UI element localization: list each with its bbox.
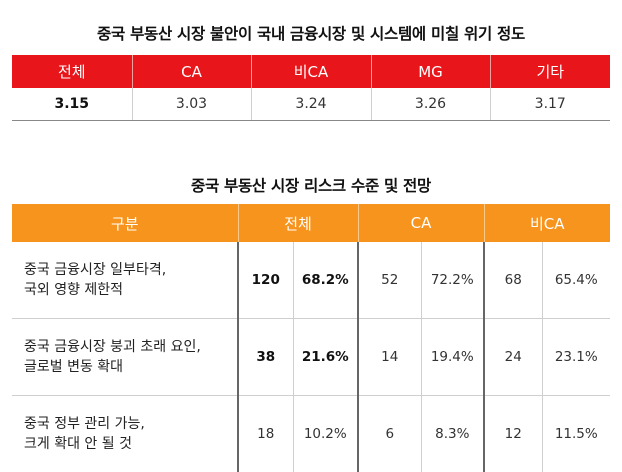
total-count: 38 (238, 319, 293, 396)
ca-percent: 19.4% (421, 319, 484, 396)
header-non-ca: 비CA (484, 204, 610, 242)
total-count: 120 (238, 242, 293, 319)
header-mg: MG (371, 55, 490, 88)
row-label-line1: 중국 정부 관리 가능, (24, 414, 237, 434)
total-percent: 68.2% (293, 242, 358, 319)
row-label-line2: 글로벌 변동 확대 (24, 357, 237, 377)
total-count: 18 (238, 396, 293, 472)
header-ca: CA (358, 204, 484, 242)
non-ca-count: 12 (484, 396, 542, 472)
risk-outlook-header-row: 구분 전체 CA 비CA (12, 204, 610, 242)
crisis-level-header-row: 전체 CA 비CA MG 기타 (12, 55, 610, 88)
table-row: 중국 금융시장 일부타격, 국외 영향 제한적 120 68.2% 52 72.… (12, 242, 610, 319)
value-total: 3.15 (12, 88, 132, 121)
non-ca-percent: 23.1% (542, 319, 610, 396)
ca-percent: 8.3% (421, 396, 484, 472)
row-label-line1: 중국 금융시장 붕괴 초래 요인, (24, 337, 237, 357)
crisis-level-table: 전체 CA 비CA MG 기타 3.15 3.03 3.24 3.26 3.17 (12, 55, 610, 121)
header-non-ca: 비CA (251, 55, 371, 88)
table-row: 중국 금융시장 붕괴 초래 요인, 글로벌 변동 확대 38 21.6% 14 … (12, 319, 610, 396)
header-ca: CA (132, 55, 251, 88)
value-other: 3.17 (490, 88, 610, 121)
row-label: 중국 금융시장 일부타격, 국외 영향 제한적 (12, 242, 238, 319)
crisis-level-table-title: 중국 부동산 시장 불안이 국내 금융시장 및 시스템에 미칠 위기 정도 (0, 22, 622, 44)
header-category: 구분 (12, 204, 238, 242)
row-label-line2: 크게 확대 안 될 것 (24, 434, 237, 454)
row-label-line1: 중국 금융시장 일부타격, (24, 260, 237, 280)
header-total: 전체 (12, 55, 132, 88)
non-ca-percent: 65.4% (542, 242, 610, 319)
crisis-level-value-row: 3.15 3.03 3.24 3.26 3.17 (12, 88, 610, 121)
value-mg: 3.26 (371, 88, 490, 121)
risk-outlook-table-title: 중국 부동산 시장 리스크 수준 및 전망 (0, 174, 622, 196)
value-non-ca: 3.24 (251, 88, 371, 121)
ca-count: 52 (358, 242, 421, 319)
total-percent: 21.6% (293, 319, 358, 396)
total-percent: 10.2% (293, 396, 358, 472)
ca-percent: 72.2% (421, 242, 484, 319)
risk-outlook-table: 구분 전체 CA 비CA 중국 금융시장 일부타격, 국외 영향 제한적 120… (12, 204, 610, 472)
row-label-line2: 국외 영향 제한적 (24, 280, 237, 300)
non-ca-percent: 11.5% (542, 396, 610, 472)
non-ca-count: 68 (484, 242, 542, 319)
header-other: 기타 (490, 55, 610, 88)
ca-count: 14 (358, 319, 421, 396)
non-ca-count: 24 (484, 319, 542, 396)
row-label: 중국 금융시장 붕괴 초래 요인, 글로벌 변동 확대 (12, 319, 238, 396)
ca-count: 6 (358, 396, 421, 472)
row-label: 중국 정부 관리 가능, 크게 확대 안 될 것 (12, 396, 238, 472)
header-total: 전체 (238, 204, 358, 242)
table-row: 중국 정부 관리 가능, 크게 확대 안 될 것 18 10.2% 6 8.3%… (12, 396, 610, 472)
value-ca: 3.03 (132, 88, 251, 121)
